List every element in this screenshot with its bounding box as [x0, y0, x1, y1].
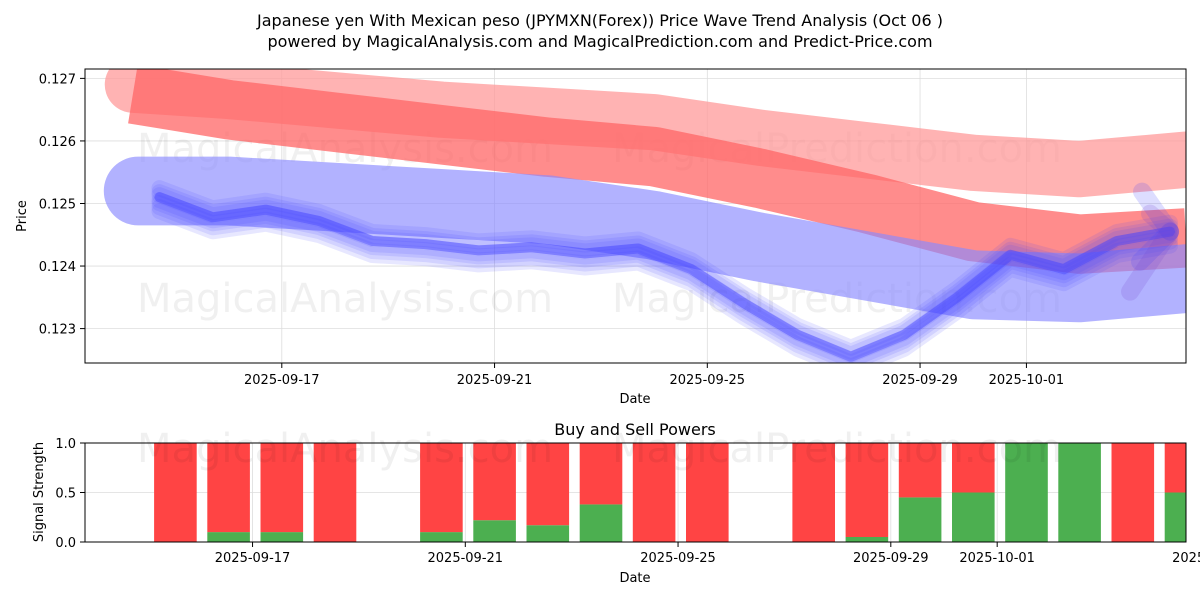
blue-wave-line: [151, 180, 1178, 356]
blue-wave-arrow: [1121, 222, 1180, 301]
price-axes-frame: [84, 68, 1187, 364]
buy-power-bar: [260, 532, 304, 542]
power-x-axis-label: Date: [619, 571, 650, 586]
sell-power-bar: [154, 443, 197, 542]
sell-power-bar: [845, 443, 889, 537]
sell-power-bar: [260, 443, 304, 533]
blue-wave-line: [151, 203, 1178, 363]
sell-power-bar: [1164, 443, 1186, 493]
price-y-tick-label: 0.125: [39, 197, 76, 212]
power-x-tick-label: 2025-10-01: [959, 551, 1035, 566]
blue-wave-arrow: [1133, 182, 1180, 241]
buy-power-bar: [420, 532, 463, 542]
price-x-tick-label: 2025-09-29: [882, 373, 958, 388]
power-y-ticks: 0.0 0.5 1.0: [55, 437, 85, 551]
sell-power-bar: [952, 443, 995, 493]
power-y-tick-label: 0.5: [55, 487, 76, 502]
buy-power-bar: [952, 492, 995, 542]
power-x-tick-label: 2025-09-21: [428, 551, 504, 566]
price-x-tick-label: 2025-10-01: [989, 373, 1065, 388]
sell-power-bar: [473, 443, 516, 521]
blue-trend-band: [103, 156, 1186, 323]
price-y-tick-label: 0.126: [39, 135, 76, 150]
sell-power-bar: [420, 443, 463, 533]
sell-power-bar: [526, 443, 570, 526]
sell-power-bar: [792, 443, 835, 542]
buy-power-bar: [1005, 443, 1048, 542]
power-x-tick-label: 2025-09-25: [640, 551, 716, 566]
blue-wave-line: [151, 195, 1178, 363]
power-chart-title: Buy and Sell Powers: [554, 420, 716, 439]
power-y-tick-label: 1.0: [55, 437, 76, 452]
buy-power-bar: [845, 537, 889, 542]
blue-wave-line: [151, 192, 1178, 363]
buy-power-bar: [1058, 443, 1101, 542]
buy-power-bar: [1164, 492, 1186, 542]
buy-power-bar: [473, 520, 516, 542]
power-x-ticks: 2025-09-17 2025-09-21 2025-09-25 2025-09-29…: [215, 542, 1200, 566]
chart-title-line2: powered by MagicalAnalysis.com and Magic…: [267, 32, 932, 51]
buy-power-bar: [207, 532, 250, 542]
price-x-tick-label: 2025-09-21: [457, 373, 533, 388]
sell-power-bar: [207, 443, 250, 533]
price-y-axis-label: Price: [15, 200, 30, 232]
price-series: [103, 69, 1186, 363]
blue-wave-line: [151, 184, 1178, 360]
sell-power-bar: [632, 443, 676, 542]
power-y-axis-label: Signal Strength: [32, 442, 47, 542]
sell-power-bar: [1111, 443, 1155, 542]
sell-power-bar: [579, 443, 623, 505]
buy-power-bar: [579, 504, 623, 542]
watermark-analysis-mid: MagicalAnalysis.com: [137, 276, 553, 322]
blue-wave-arrow: [1131, 222, 1180, 271]
watermark-analysis-bottom: MagicalAnalysis.com: [137, 426, 553, 472]
price-x-ticks: 2025-09-17 2025-09-21 2025-09-25 2025-09-29…: [244, 363, 1065, 388]
power-y-tick-label: 0.0: [55, 536, 76, 551]
price-x-tick-label: 2025-09-17: [244, 373, 320, 388]
watermark-prediction-bottom: MagicalPrediction.com: [612, 426, 1062, 472]
buy-power-bar: [526, 525, 570, 542]
sell-power-bar: [313, 443, 357, 542]
price-x-tick-label: 2025-09-25: [670, 373, 746, 388]
sell-power-bar: [686, 443, 729, 542]
blue-wave-arrow: [1141, 204, 1180, 241]
power-bars: [154, 443, 1186, 542]
red-trend-band: [128, 69, 1186, 274]
price-y-tick-label: 0.123: [39, 323, 76, 338]
chart-title-line1: Japanese yen With Mexican peso (JPYMXN(F…: [256, 11, 943, 30]
buy-power-bar: [898, 497, 942, 542]
price-y-tick-label: 0.127: [39, 72, 76, 87]
price-x-axis-label: Date: [619, 392, 650, 407]
price-panel: MagicalAnalysis.com MagicalPrediction.co…: [15, 68, 1187, 407]
blue-wave-line: [151, 187, 1178, 363]
price-y-tick-label: 0.124: [39, 260, 76, 275]
price-y-ticks: 0.123 0.124 0.125 0.126 0.127: [39, 72, 85, 338]
sell-power-bar: [898, 443, 942, 498]
power-x-tick-label: 2025-10-05: [1172, 551, 1200, 566]
power-x-tick-label: 2025-09-29: [853, 551, 929, 566]
power-x-tick-label: 2025-09-17: [215, 551, 291, 566]
power-watermarks: MagicalAnalysis.com MagicalPrediction.co…: [137, 426, 1062, 472]
blue-wave-line: [151, 199, 1178, 363]
power-panel: Buy and Sell Powers MagicalAnalysis.com …: [32, 420, 1200, 586]
blue-wave-line: [154, 192, 1175, 362]
